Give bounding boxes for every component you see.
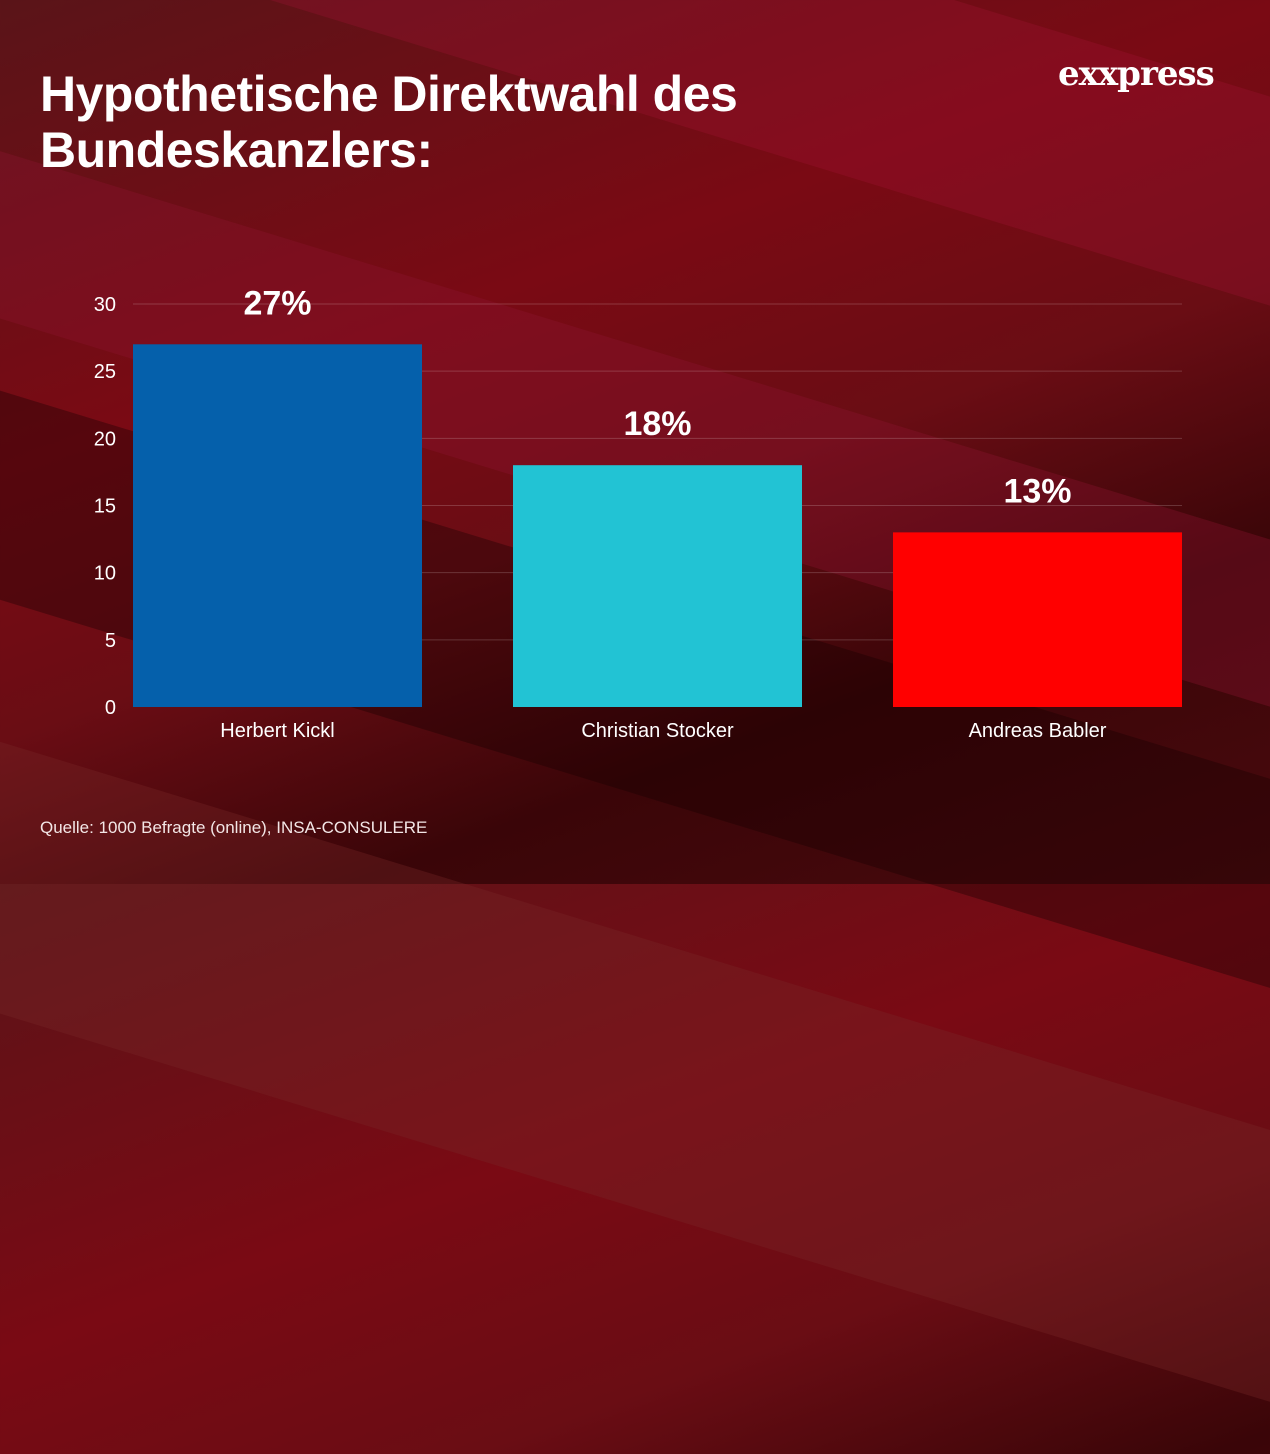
y-tick-label: 30	[94, 294, 116, 316]
y-tick-label: 10	[94, 563, 116, 585]
bar	[133, 344, 422, 707]
bar	[893, 532, 1182, 707]
data-label: 18%	[623, 405, 691, 443]
chart-title: Hypothetische Direktwahl des Bundeskanzl…	[40, 66, 738, 178]
x-tick-label: Herbert Kickl	[220, 720, 334, 742]
bar-chart: 0 5 10 15 20 25 30 27% Herbert Kickl 18% Christian…	[94, 284, 1182, 742]
y-tick-label: 20	[94, 428, 116, 450]
source-note: Quelle: 1000 Befragte (online), INSA-CON…	[40, 818, 428, 837]
x-tick-label: Christian Stocker	[581, 720, 734, 742]
y-tick-label: 0	[105, 697, 116, 719]
bar	[513, 465, 802, 707]
y-tick-label: 5	[105, 630, 116, 652]
brand-logo: exxpress	[1058, 54, 1215, 94]
y-tick-label: 15	[94, 496, 116, 518]
y-tick-label: 25	[94, 361, 116, 383]
x-tick-label: Andreas Babler	[969, 720, 1107, 742]
data-label: 27%	[243, 284, 311, 322]
data-label: 13%	[1003, 472, 1071, 510]
